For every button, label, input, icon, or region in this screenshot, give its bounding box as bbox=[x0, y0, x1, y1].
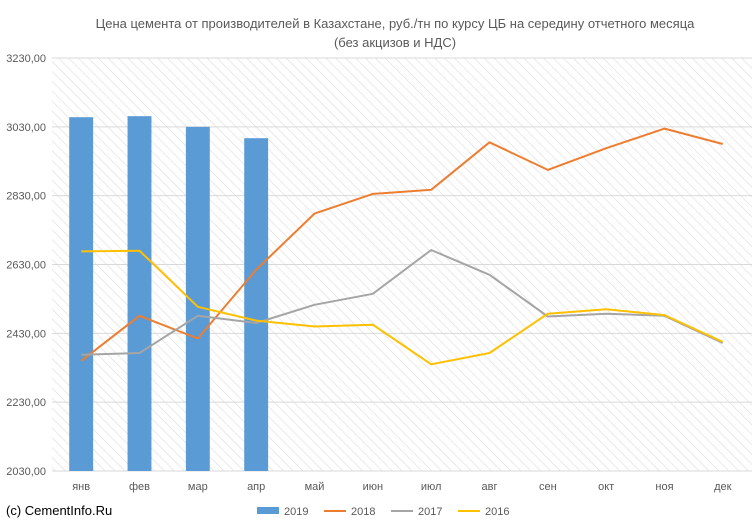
x-tick-label: окт bbox=[598, 481, 614, 493]
bar-2019 bbox=[244, 138, 269, 471]
y-tick-label: 2030,00 bbox=[6, 466, 46, 478]
x-tick-label: июн bbox=[363, 481, 383, 493]
y-tick-label: 2830,00 bbox=[6, 191, 46, 203]
legend-label-2016: 2016 bbox=[485, 506, 509, 518]
x-tick-label: сен bbox=[539, 481, 557, 493]
x-tick-label: дек bbox=[714, 481, 732, 493]
y-tick-label: 2430,00 bbox=[6, 328, 46, 340]
y-tick-label: 2630,00 bbox=[6, 260, 46, 272]
x-tick-label: авг bbox=[482, 481, 498, 493]
x-axis-tick-labels: янв фев мар апр май июн июл авг сен окт ноя дек bbox=[72, 481, 731, 493]
line-series-2016 bbox=[81, 249, 724, 366]
x-tick-label: янв bbox=[72, 481, 90, 493]
chart-title: Цена цемента от производителей в Казахст… bbox=[95, 16, 695, 50]
bar-2019 bbox=[127, 116, 152, 471]
bar-2019 bbox=[69, 117, 94, 472]
x-tick-label: май bbox=[305, 481, 325, 493]
x-tick-label: июл bbox=[421, 481, 442, 493]
line-series-2017 bbox=[81, 249, 724, 356]
legend-label-2017: 2017 bbox=[418, 506, 442, 518]
y-tick-label: 3230,00 bbox=[6, 53, 46, 65]
line-series-2018 bbox=[80, 127, 724, 362]
x-tick-label: ноя bbox=[655, 481, 673, 493]
y-axis-tick-labels: 2030,00 2230,00 2430,00 2630,00 2830,00 3030,… bbox=[6, 53, 46, 478]
x-tick-label: апр bbox=[247, 481, 265, 493]
legend-label-2018: 2018 bbox=[351, 506, 375, 518]
source-credit: (c) CementInfo.Ru bbox=[6, 503, 113, 518]
legend-label-2019: 2019 bbox=[284, 506, 308, 518]
x-tick-label: фев bbox=[129, 481, 150, 493]
y-tick-label: 3030,00 bbox=[6, 122, 46, 134]
bar-series-2019 bbox=[69, 116, 269, 472]
x-tick-label: мар bbox=[188, 481, 208, 493]
line-series bbox=[80, 127, 724, 366]
legend-swatch-2019 bbox=[257, 507, 279, 514]
bar-2019 bbox=[185, 126, 210, 471]
legend: 2019 2018 2017 2016 bbox=[257, 506, 509, 518]
y-tick-label: 2230,00 bbox=[6, 397, 46, 409]
